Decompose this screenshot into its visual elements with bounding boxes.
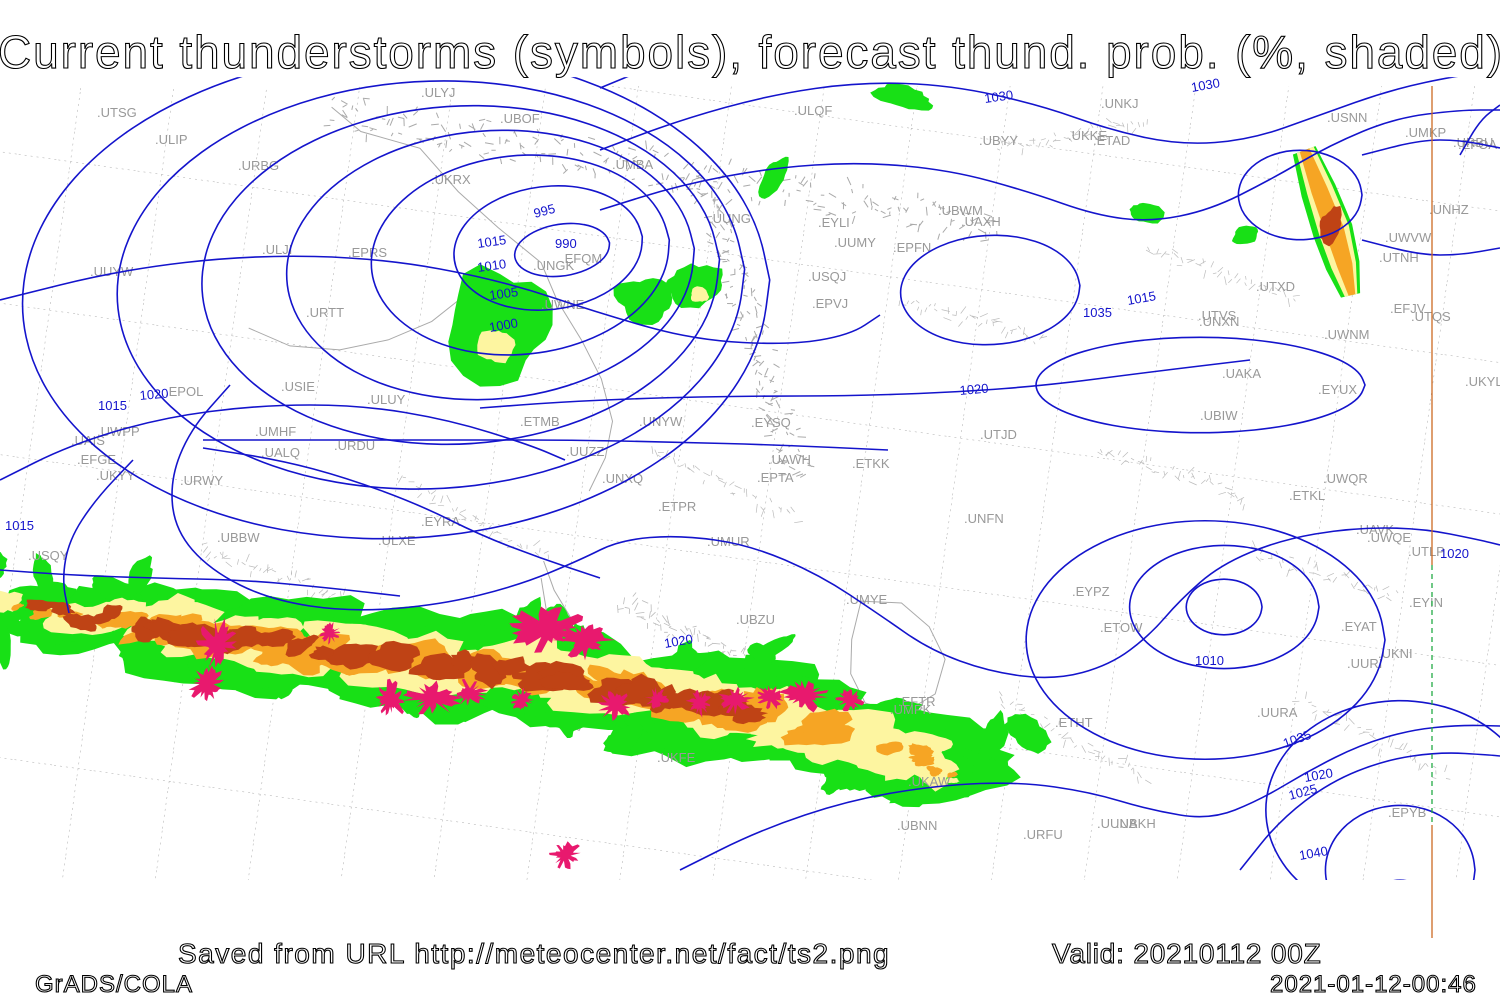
svg-text:.UKYL: .UKYL [1465, 374, 1500, 389]
svg-text:1035: 1035 [1083, 305, 1112, 320]
svg-text:.UAXH: .UAXH [961, 214, 1001, 229]
svg-text:.UKRX: .UKRX [431, 172, 471, 187]
svg-text:.UKYY: .UKYY [96, 468, 135, 483]
svg-text:.EYUX: .EYUX [1318, 382, 1357, 397]
svg-text:.UURA: .UURA [1257, 705, 1298, 720]
svg-text:.UAWH: .UAWH [768, 452, 811, 467]
svg-text:.URTT: .URTT [306, 305, 344, 320]
svg-text:.UWQE: .UWQE [1367, 530, 1411, 545]
svg-text:.UMHF: .UMHF [255, 424, 296, 439]
svg-text:.UWNM: .UWNM [1324, 327, 1370, 342]
svg-text:.UBOF: .UBOF [500, 111, 540, 126]
svg-text:.EYIN: .EYIN [1409, 595, 1443, 610]
svg-text:.UWQR: .UWQR [1323, 471, 1368, 486]
svg-text:.ULJI: .ULJI [262, 242, 292, 257]
svg-text:Saved from URL http://meteocen: Saved from URL http://meteocenter.net/fa… [178, 938, 890, 969]
svg-text:.EPFN: .EPFN [893, 240, 931, 255]
svg-text:990: 990 [555, 236, 577, 251]
svg-text:.UTQS: .UTQS [1411, 309, 1451, 324]
svg-text:1020: 1020 [959, 381, 989, 398]
svg-text:.UTVS: .UTVS [1198, 308, 1237, 323]
svg-text:.EPVJ: .EPVJ [812, 296, 848, 311]
svg-text:.EYLI: .EYLI [818, 215, 850, 230]
svg-text:.UKFE: .UKFE [657, 750, 696, 765]
svg-text:.ETKL: .ETKL [1289, 488, 1325, 503]
svg-text:.UUNA: .UUNA [1097, 816, 1138, 831]
svg-text:Current thunderstorms (symbols: Current thunderstorms (symbols), forecas… [0, 26, 1500, 78]
svg-text:.EYAT: .EYAT [1341, 619, 1377, 634]
svg-text:.UUMY: .UUMY [834, 235, 876, 250]
svg-text:.ETPR: .ETPR [658, 499, 696, 514]
svg-text:.UMKP: .UMKP [1405, 125, 1446, 140]
svg-text:.ULXE: .ULXE [378, 533, 416, 548]
svg-text:.UMBA: .UMBA [612, 157, 654, 172]
svg-text:.UAKA: .UAKA [1222, 366, 1261, 381]
svg-text:.UNKJ: .UNKJ [1101, 96, 1139, 111]
svg-text:.UNGK: .UNGK [533, 258, 575, 273]
svg-text:.USNN: .USNN [1327, 110, 1367, 125]
svg-text:.UBNN: .UBNN [897, 818, 937, 833]
svg-text:.URWY: .URWY [180, 473, 223, 488]
svg-text:.UBBW: .UBBW [217, 530, 260, 545]
svg-text:.ETKK: .ETKK [852, 456, 890, 471]
svg-text:1015: 1015 [98, 398, 127, 413]
svg-text:.EFTR: .EFTR [898, 694, 936, 709]
svg-text:.EYSQ: .EYSQ [751, 415, 791, 430]
svg-text:.UNHZ: .UNHZ [1429, 202, 1469, 217]
svg-text:.UNXQ: .UNXQ [602, 471, 643, 486]
svg-text:.UBYY: .UBYY [979, 133, 1018, 148]
svg-text:.ETOW: .ETOW [1100, 620, 1143, 635]
svg-text:.UBZU: .UBZU [736, 612, 775, 627]
svg-text:.ULUY: .ULUY [367, 392, 406, 407]
svg-text:.UBIW: .UBIW [1200, 408, 1238, 423]
svg-text:.UTXD: .UTXD [1256, 279, 1295, 294]
svg-text:.ETHT: .ETHT [1055, 715, 1093, 730]
svg-text:.UURI: .UURI [1347, 656, 1382, 671]
svg-text:.EPTA: .EPTA [757, 470, 794, 485]
svg-text:.EYPZ: .EYPZ [1072, 584, 1110, 599]
svg-text:1010: 1010 [1195, 653, 1224, 668]
svg-text:2021-01-12-00:46: 2021-01-12-00:46 [1270, 971, 1477, 998]
svg-text:GrADS/COLA: GrADS/COLA [35, 971, 193, 998]
svg-text:.USQY: .USQY [28, 548, 69, 563]
svg-text:1015: 1015 [5, 518, 34, 533]
svg-text:.ULQF: .ULQF [794, 103, 832, 118]
svg-text:.ULIP: .ULIP [155, 132, 188, 147]
svg-text:1020: 1020 [1440, 546, 1469, 561]
svg-text:1020: 1020 [139, 386, 169, 403]
svg-text:.UMYE: .UMYE [846, 592, 888, 607]
svg-text:.ETAD: .ETAD [1093, 133, 1130, 148]
svg-text:.ULYJ: .ULYJ [421, 85, 455, 100]
svg-text:.URFU: .URFU [1023, 827, 1063, 842]
svg-text:Valid: 20210112 00Z: Valid: 20210112 00Z [1052, 938, 1321, 969]
svg-text:.ETMB: .ETMB [520, 414, 560, 429]
svg-text:.EPOL: .EPOL [165, 384, 203, 399]
svg-text:.USIE: .USIE [281, 379, 315, 394]
svg-text:.UNFN: .UNFN [964, 511, 1004, 526]
svg-text:.USQJ: .USQJ [808, 269, 846, 284]
svg-text:.UTSG: .UTSG [97, 105, 137, 120]
svg-text:.UWVW: .UWVW [1385, 230, 1432, 245]
svg-text:.UTJD: .UTJD [980, 427, 1017, 442]
